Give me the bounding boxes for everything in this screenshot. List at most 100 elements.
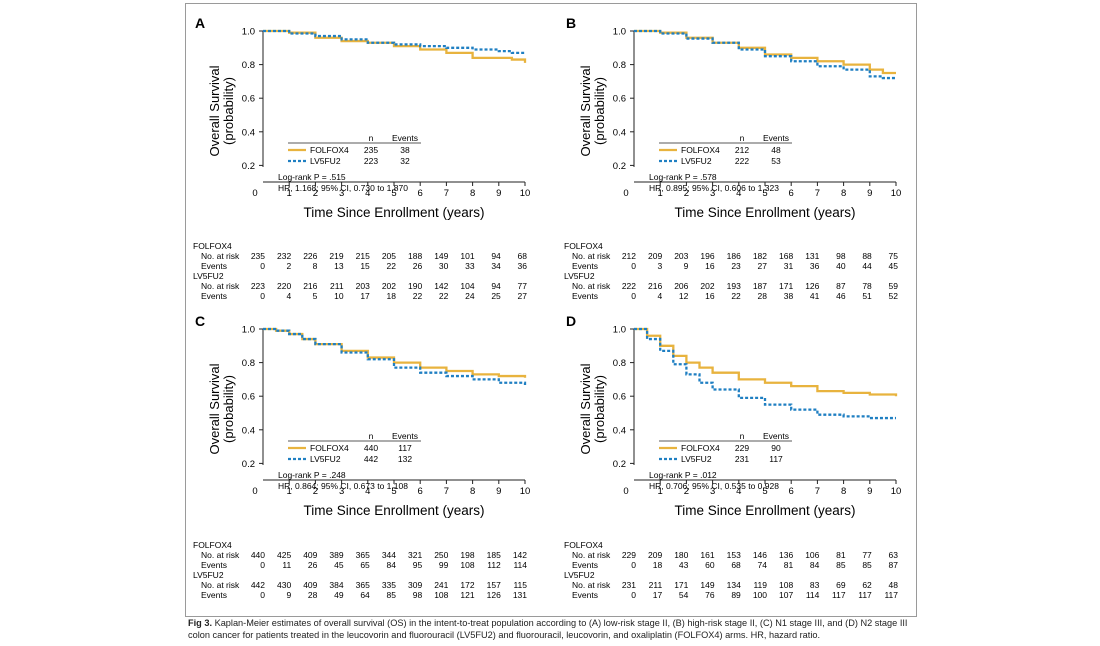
x-tick-label: 2: [313, 188, 318, 199]
legend-n: 442: [364, 454, 378, 464]
risk-value: 69: [836, 580, 846, 590]
risk-value: 24: [465, 291, 475, 301]
y-tick-label: 0.8: [613, 358, 626, 369]
risk-value: 0: [631, 261, 636, 271]
risk-value: 62: [862, 580, 872, 590]
risk-value: 68: [518, 251, 528, 261]
risk-value: 87: [889, 560, 899, 570]
x-tick-label: 0: [252, 486, 257, 497]
risk-value: 117: [858, 590, 872, 600]
risk-value: 149: [700, 580, 714, 590]
risk-row-label: No. at risk: [572, 281, 611, 291]
risk-row-label: FOLFOX4: [193, 241, 232, 251]
risk-value: 76: [705, 590, 715, 600]
risk-value: 216: [303, 281, 317, 291]
risk-value: 0: [631, 590, 636, 600]
risk-value: 232: [277, 251, 291, 261]
risk-value: 28: [308, 590, 318, 600]
risk-value: 0: [260, 560, 265, 570]
legend-n: 212: [735, 145, 749, 155]
legend-hr: HR, 0.706; 95% CI, 0.535 to 0.928: [649, 481, 779, 491]
panel-letter: A: [195, 15, 205, 31]
risk-value: 98: [413, 590, 423, 600]
risk-value: 81: [836, 550, 846, 560]
risk-value: 81: [784, 560, 794, 570]
risk-value: 49: [334, 590, 344, 600]
risk-value: 202: [700, 281, 714, 291]
risk-value: 186: [727, 251, 741, 261]
risk-value: 202: [382, 281, 396, 291]
legend-n: 223: [364, 156, 378, 166]
risk-value: 0: [631, 560, 636, 570]
legend-events-header: Events: [392, 133, 418, 143]
risk-value: 26: [308, 560, 318, 570]
risk-value: 161: [700, 550, 714, 560]
risk-value: 78: [862, 281, 872, 291]
y-axis-title: Overall Survival: [578, 363, 593, 454]
risk-value: 321: [408, 550, 422, 560]
x-axis-title: Time Since Enrollment (years): [674, 503, 855, 518]
y-axis-title: Overall Survival: [578, 65, 593, 156]
risk-value: 52: [889, 291, 899, 301]
caption-text: Kaplan-Meier estimates of overall surviv…: [188, 618, 908, 640]
y-axis-subtitle: (probability): [221, 375, 236, 443]
risk-value: 211: [330, 281, 344, 291]
x-tick-label: 10: [520, 486, 531, 497]
risk-value: 344: [382, 550, 396, 560]
risk-value: 22: [731, 291, 741, 301]
risk-value: 241: [434, 580, 448, 590]
risk-value: 153: [727, 550, 741, 560]
risk-value: 126: [487, 590, 501, 600]
y-tick-label: 0.8: [613, 60, 626, 71]
risk-row-label: Events: [572, 291, 598, 301]
risk-value: 45: [334, 560, 344, 570]
x-tick-label: 7: [444, 188, 449, 199]
risk-value: 59: [889, 281, 899, 291]
risk-value: 157: [487, 580, 501, 590]
y-tick-label: 0.8: [242, 358, 255, 369]
panel-B: B 0.2 0.4 0.6 0.8 1.0 Overall Survival (probabi…: [564, 15, 901, 301]
y-axis-subtitle: (probability): [592, 375, 607, 443]
legend-events: 53: [771, 156, 781, 166]
x-tick-label: 1: [658, 486, 663, 497]
risk-value: 196: [700, 251, 714, 261]
risk-value: 409: [303, 580, 317, 590]
x-tick-label: 10: [891, 486, 902, 497]
risk-value: 22: [387, 261, 397, 271]
risk-value: 0: [260, 261, 265, 271]
risk-row-label: LV5FU2: [564, 570, 595, 580]
y-tick-label: 0.6: [242, 94, 255, 105]
risk-value: 212: [622, 251, 636, 261]
x-tick-label: 6: [789, 188, 794, 199]
risk-value: 13: [334, 261, 344, 271]
legend-n: 231: [735, 454, 749, 464]
x-tick-label: 2: [684, 188, 689, 199]
risk-row-label: No. at risk: [201, 251, 240, 261]
y-tick-label: 1.0: [242, 325, 255, 336]
risk-value: 98: [836, 251, 846, 261]
risk-value: 68: [731, 560, 741, 570]
risk-value: 85: [836, 560, 846, 570]
risk-value: 136: [779, 550, 793, 560]
legend-n: 222: [735, 156, 749, 166]
risk-value: 409: [303, 550, 317, 560]
risk-value: 101: [460, 251, 474, 261]
panel-C: C 0.2 0.4 0.6 0.8 1.0 Overall Survival (probabi…: [193, 313, 530, 600]
risk-value: 107: [779, 590, 793, 600]
x-tick-label: 8: [841, 188, 846, 199]
x-tick-label: 0: [623, 188, 628, 199]
y-tick-label: 0.6: [613, 94, 626, 105]
x-tick-label: 4: [736, 486, 741, 497]
x-tick-label: 4: [365, 188, 370, 199]
risk-value: 23: [731, 261, 741, 271]
risk-value: 223: [251, 281, 265, 291]
risk-value: 171: [674, 580, 688, 590]
risk-value: 222: [622, 281, 636, 291]
risk-value: 16: [705, 291, 715, 301]
risk-row-label: LV5FU2: [193, 570, 224, 580]
legend-events: 117: [769, 454, 783, 464]
risk-value: 99: [439, 560, 449, 570]
risk-value: 45: [889, 261, 899, 271]
risk-value: 220: [277, 281, 291, 291]
risk-value: 41: [810, 291, 820, 301]
